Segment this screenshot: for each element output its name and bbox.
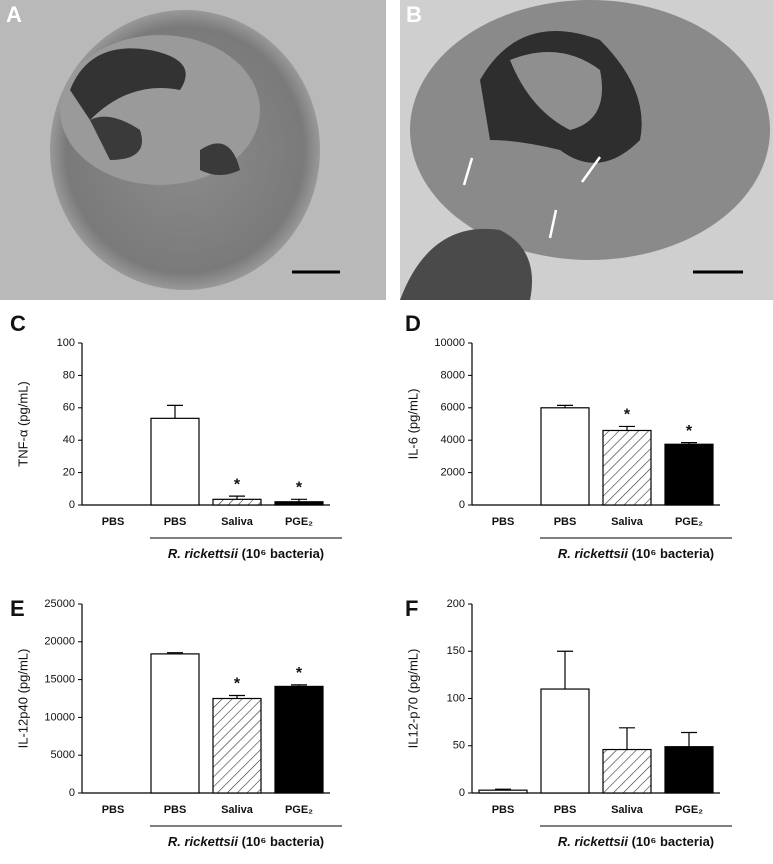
bar <box>212 498 262 506</box>
y-tick-label: 80 <box>63 369 75 381</box>
x-axis-label-unit: (10⁶ bacteria) <box>632 546 715 561</box>
y-tick-label: 5000 <box>51 749 75 761</box>
x-axis-label: R. rickettsii (10⁶ bacteria) <box>168 546 324 561</box>
x-tick-label: PGE₂ <box>675 516 703 528</box>
panel-label: C <box>10 311 26 336</box>
y-tick-label: 100 <box>447 692 465 704</box>
error-bar <box>619 425 635 431</box>
bar <box>150 417 200 506</box>
y-tick-label: 0 <box>69 787 75 799</box>
error-bar <box>167 404 183 419</box>
x-tick-label: Saliva <box>611 516 644 528</box>
significance-marker: * <box>296 665 303 682</box>
significance-marker: * <box>296 480 303 497</box>
y-tick-label: 0 <box>459 499 465 511</box>
y-tick-label: 150 <box>447 645 465 657</box>
panel-label: D <box>405 311 421 336</box>
y-tick-label: 0 <box>69 499 75 511</box>
panel-label: B <box>406 2 422 27</box>
x-tick-label: Saliva <box>221 804 254 816</box>
x-tick-label: PGE₂ <box>285 804 313 816</box>
bar <box>664 746 714 794</box>
bar <box>212 697 262 794</box>
y-axis-label: TNF-α (pg/mL) <box>15 381 30 467</box>
y-tick-label: 60 <box>63 402 75 414</box>
error-bar <box>681 731 697 747</box>
y-tick-label: 2000 <box>441 467 465 479</box>
panel-label: A <box>6 2 22 27</box>
bar <box>478 789 528 794</box>
bar <box>274 685 324 794</box>
error-bar <box>619 727 635 750</box>
bar <box>274 501 324 506</box>
significance-marker: * <box>624 407 631 424</box>
y-tick-label: 40 <box>63 434 75 446</box>
y-tick-label: 6000 <box>441 402 465 414</box>
y-axis-label: IL12-p70 (pg/mL) <box>405 649 420 749</box>
significance-marker: * <box>234 476 241 493</box>
x-axis-label: R. rickettsii (10⁶ bacteria) <box>168 834 324 849</box>
error-bar <box>557 650 573 690</box>
y-tick-label: 10000 <box>434 337 465 349</box>
micrograph-b: B <box>400 0 773 300</box>
y-tick-label: 20000 <box>44 636 75 648</box>
y-tick-label: 8000 <box>441 369 465 381</box>
significance-marker: * <box>686 423 693 440</box>
x-axis-label-unit: (10⁶ bacteria) <box>242 834 325 849</box>
y-axis-label: IL-6 (pg/mL) <box>405 389 420 460</box>
x-tick-label: PBS <box>492 516 515 528</box>
bar <box>540 688 590 794</box>
x-tick-label: PBS <box>164 804 187 816</box>
x-axis-label-italic: R. rickettsii <box>168 834 238 849</box>
bar <box>602 429 652 506</box>
y-tick-label: 100 <box>57 337 75 349</box>
y-axis-label: IL-12p40 (pg/mL) <box>15 649 30 749</box>
y-tick-label: 15000 <box>44 674 75 686</box>
x-tick-label: PBS <box>164 516 187 528</box>
bar <box>602 748 652 794</box>
y-tick-label: 200 <box>447 598 465 610</box>
bar <box>540 407 590 506</box>
x-axis-label-italic: R. rickettsii <box>558 834 628 849</box>
significance-marker: * <box>234 676 241 693</box>
bar <box>664 443 714 506</box>
x-axis-label-italic: R. rickettsii <box>168 546 238 561</box>
x-tick-label: PBS <box>102 804 125 816</box>
x-axis-label-italic: R. rickettsii <box>558 546 628 561</box>
y-tick-label: 0 <box>459 787 465 799</box>
bar <box>150 653 200 794</box>
y-tick-label: 20 <box>63 467 75 479</box>
x-axis-label: R. rickettsii (10⁶ bacteria) <box>558 546 714 561</box>
x-axis-label: R. rickettsii (10⁶ bacteria) <box>558 834 714 849</box>
y-tick-label: 10000 <box>44 711 75 723</box>
x-tick-label: PGE₂ <box>285 516 313 528</box>
y-tick-label: 25000 <box>44 598 75 610</box>
y-tick-label: 4000 <box>441 434 465 446</box>
y-tick-label: 50 <box>453 740 465 752</box>
x-tick-label: PBS <box>492 804 515 816</box>
x-tick-label: PGE₂ <box>675 804 703 816</box>
x-axis-label-unit: (10⁶ bacteria) <box>632 834 715 849</box>
panel-label: E <box>10 596 25 621</box>
x-tick-label: PBS <box>102 516 125 528</box>
panel-label: F <box>405 596 418 621</box>
x-tick-label: Saliva <box>221 516 254 528</box>
x-tick-label: Saliva <box>611 804 644 816</box>
x-tick-label: PBS <box>554 516 577 528</box>
x-axis-label-unit: (10⁶ bacteria) <box>242 546 325 561</box>
x-tick-label: PBS <box>554 804 577 816</box>
micrograph-a: A <box>0 0 386 300</box>
